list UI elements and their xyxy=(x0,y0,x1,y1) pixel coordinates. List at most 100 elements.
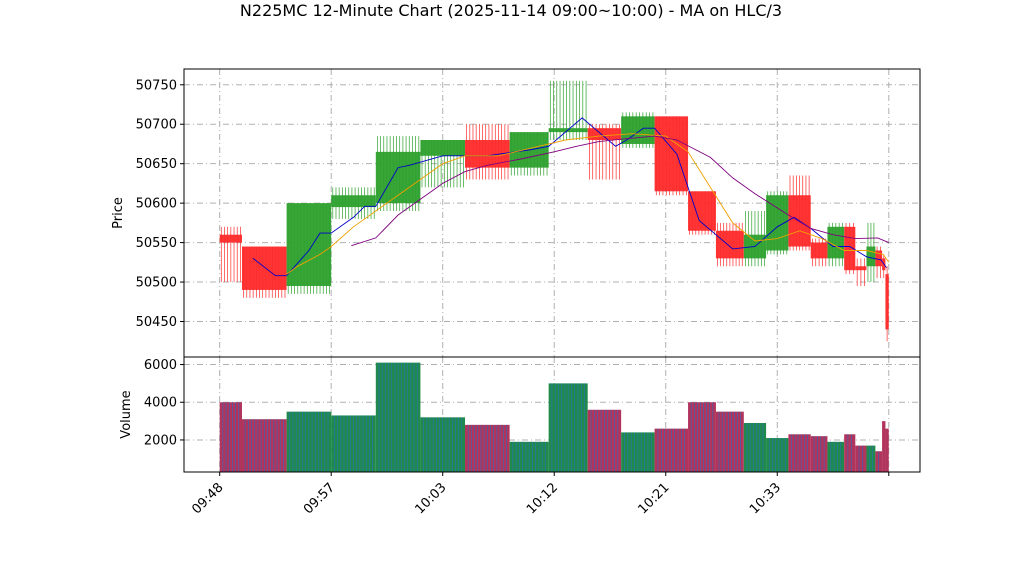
volume-panel-frame xyxy=(183,356,921,473)
moving-average-line xyxy=(351,135,889,247)
volume-bar-fill xyxy=(885,428,889,472)
candle-body xyxy=(866,246,876,267)
candle-body xyxy=(219,234,242,243)
volume-bar xyxy=(743,422,767,472)
volume-y-ticks: 2000 4000 6000 xyxy=(144,358,184,448)
volume-bar xyxy=(241,419,287,472)
volume-bar-fill xyxy=(866,445,876,472)
volume-bar-fill xyxy=(788,434,811,472)
candle-down xyxy=(241,246,287,298)
volume-bar xyxy=(587,409,622,472)
volume-bar-fill xyxy=(827,441,845,472)
volume-tick-label: 6000 xyxy=(144,358,177,373)
candle-body xyxy=(810,242,828,259)
price-tick-label: 50450 xyxy=(136,315,177,330)
candle-down xyxy=(788,175,811,251)
volume-bar xyxy=(788,434,811,472)
price-tick-label: 50650 xyxy=(136,157,177,172)
volume-bar xyxy=(548,383,588,472)
candle-up xyxy=(420,140,466,188)
volume-bar xyxy=(375,362,421,472)
price-tick-label: 50550 xyxy=(136,236,177,251)
candle-body xyxy=(375,151,421,204)
candle-up xyxy=(743,211,767,267)
candle-down xyxy=(587,124,622,180)
candle-up xyxy=(509,132,549,176)
volume-bar xyxy=(885,428,889,472)
volume-bar xyxy=(688,402,716,472)
volume-bar xyxy=(844,434,856,472)
volume-bar-fill xyxy=(882,421,886,472)
candle-body xyxy=(587,128,622,141)
candle-down xyxy=(855,258,867,286)
moving-average-lines xyxy=(252,117,890,277)
candle-up xyxy=(286,203,332,294)
volume-bar xyxy=(855,445,867,472)
moving-average-line xyxy=(252,117,887,277)
candle-body xyxy=(286,203,332,286)
candle-body xyxy=(688,191,716,231)
candle-down xyxy=(810,238,828,267)
volume-bars xyxy=(219,362,889,472)
volume-tick-label: 4000 xyxy=(144,396,177,411)
volume-bar xyxy=(621,432,655,472)
volume-bar xyxy=(509,441,549,472)
candle-up xyxy=(375,136,421,212)
x-axis-ticks: 09:48 09:57 10:03 10:12 10:21 10:33 xyxy=(189,472,890,517)
candle-down xyxy=(219,226,242,283)
candle-body xyxy=(715,230,744,259)
volume-tick-label: 2000 xyxy=(144,433,177,448)
volume-bar xyxy=(654,428,689,472)
x-tick-label: 10:21 xyxy=(635,480,672,517)
candle-down xyxy=(715,222,744,267)
candle-body xyxy=(885,274,889,330)
x-tick-label: 09:48 xyxy=(189,480,226,517)
volume-bar xyxy=(882,421,886,472)
volume-bar-fill xyxy=(844,434,856,472)
price-panel: 50450 50500 50550 50600 50650 50700 50750 Pric… xyxy=(111,68,921,358)
volume-bar xyxy=(219,402,242,472)
moving-average-line xyxy=(286,133,890,275)
candle-down xyxy=(654,116,689,196)
x-tick-label: 09:57 xyxy=(301,480,338,517)
volume-bar xyxy=(766,438,789,472)
candle-body xyxy=(331,195,376,208)
volume-bar xyxy=(827,441,845,472)
candle-down xyxy=(875,246,883,279)
price-tick-label: 50700 xyxy=(136,118,177,133)
price-tick-label: 50750 xyxy=(136,78,177,93)
price-tick-label: 50600 xyxy=(136,197,177,212)
candle-down xyxy=(688,191,716,235)
volume-bar xyxy=(810,436,828,472)
x-tick-label: 10:12 xyxy=(524,480,561,517)
volume-bar xyxy=(465,424,510,472)
candle-down xyxy=(885,266,889,342)
price-y-ticks: 50450 50500 50550 50600 50650 50700 50750 xyxy=(136,78,184,330)
candle-body xyxy=(420,140,466,156)
volume-bar-fill xyxy=(715,411,744,472)
x-tick-label: 10:03 xyxy=(412,480,449,517)
candle-body xyxy=(844,226,856,271)
volume-bar xyxy=(875,451,883,472)
candle-body xyxy=(654,116,689,192)
volume-bar-fill xyxy=(810,436,828,472)
candle-body xyxy=(855,266,867,271)
volume-bar xyxy=(331,415,376,472)
volume-bar xyxy=(866,445,876,472)
candle-down xyxy=(465,124,510,180)
volume-bar-fill xyxy=(766,438,789,472)
candle-up xyxy=(331,187,376,219)
volume-bar-fill xyxy=(743,422,767,472)
volume-bar xyxy=(420,417,466,472)
price-tick-label: 50500 xyxy=(136,276,177,291)
price-axis-label: Price xyxy=(111,197,126,229)
x-tick-label: 10:33 xyxy=(747,480,784,517)
candle-body xyxy=(875,250,883,267)
volume-bar-fill xyxy=(219,402,242,472)
volume-panel: 2000 4000 6000 Volume xyxy=(119,356,921,473)
volume-bar-fill xyxy=(688,402,716,472)
chart-title: N225MC 12-Minute Chart (2025-11-14 09:00… xyxy=(239,1,783,20)
volume-bar-fill xyxy=(855,445,867,472)
volume-bar xyxy=(286,411,332,472)
candle-up xyxy=(621,112,655,148)
